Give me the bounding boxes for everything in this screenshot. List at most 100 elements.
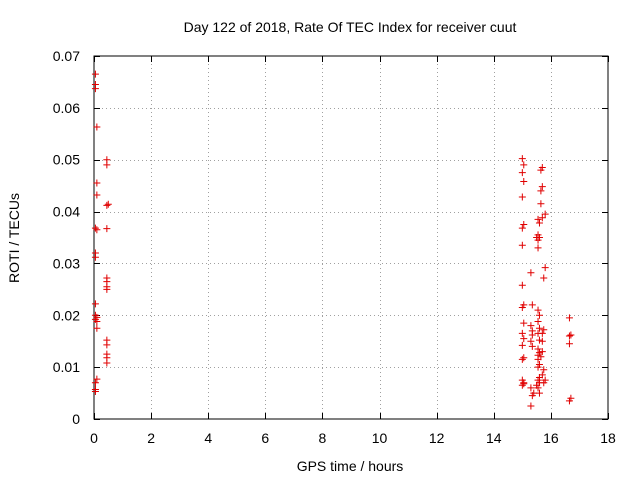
data-point: [93, 179, 101, 187]
data-point: [518, 169, 526, 177]
data-point: [537, 200, 545, 208]
data-point: [534, 363, 542, 371]
y-tick-label: 0.02: [53, 307, 80, 323]
data-point: [565, 340, 573, 348]
data-point: [518, 381, 526, 389]
data-point: [540, 379, 548, 387]
data-point: [528, 392, 536, 400]
x-tick-label: 18: [600, 430, 616, 446]
data-point: [518, 355, 526, 363]
data-point: [93, 123, 101, 131]
y-tick-label: 0.05: [53, 152, 80, 168]
data-point: [91, 70, 99, 78]
data-point: [534, 345, 542, 353]
data-point: [91, 224, 99, 232]
data-point: [540, 366, 548, 374]
data-point: [518, 241, 526, 249]
x-tick-label: 2: [147, 430, 155, 446]
data-point: [91, 300, 99, 308]
data-point: [535, 219, 543, 227]
y-tick-label: 0.01: [53, 359, 80, 375]
data-point: [534, 318, 542, 326]
data-point: [541, 264, 549, 272]
axis-ticks: 0 2 4 6 8 10 12 14 16 18 0 0.01 0.02 0.03 0.04 0.05 0.06…: [53, 48, 616, 446]
data-point: [93, 226, 101, 234]
data-point: [527, 384, 535, 392]
x-tick-label: 6: [261, 430, 269, 446]
x-tick-label: 0: [90, 430, 98, 446]
x-tick-label: 12: [429, 430, 445, 446]
y-tick-label: 0.03: [53, 255, 80, 271]
data-point: [93, 318, 101, 326]
data-points: [91, 70, 575, 410]
data-point: [527, 337, 535, 345]
data-point: [534, 215, 542, 223]
data-point: [93, 324, 101, 332]
data-point: [103, 359, 111, 367]
data-point: [528, 301, 536, 309]
data-point: [565, 397, 573, 405]
data-point: [518, 304, 526, 312]
data-point: [518, 224, 526, 232]
data-point: [520, 161, 528, 169]
data-point: [103, 285, 111, 293]
data-point: [520, 177, 528, 185]
data-point: [527, 402, 535, 410]
data-point: [540, 274, 548, 282]
data-point: [103, 201, 111, 209]
data-point: [537, 187, 545, 195]
y-tick-label: 0.06: [53, 100, 80, 116]
data-point: [537, 166, 545, 174]
data-point: [104, 200, 112, 208]
data-point: [91, 253, 99, 261]
data-point: [534, 244, 542, 252]
plot-frame: [93, 55, 609, 420]
data-point: [518, 341, 526, 349]
data-point: [541, 210, 549, 218]
data-point: [527, 322, 535, 330]
data-point: [538, 337, 546, 345]
data-point: [91, 379, 99, 387]
data-point: [520, 335, 528, 343]
data-point: [535, 324, 543, 332]
x-tick-label: 14: [486, 430, 502, 446]
data-point: [538, 348, 546, 356]
data-point: [520, 354, 528, 362]
x-tick-label: 10: [372, 430, 388, 446]
data-point: [520, 221, 528, 229]
data-point: [518, 329, 526, 337]
data-point: [518, 281, 526, 289]
data-point: [534, 306, 542, 314]
data-point: [535, 336, 543, 344]
data-point: [93, 191, 101, 199]
data-point: [93, 375, 101, 383]
data-point: [534, 355, 542, 363]
x-tick-label: 8: [319, 430, 327, 446]
data-point: [91, 388, 99, 396]
data-point: [535, 311, 543, 319]
data-point: [538, 214, 546, 222]
data-point: [527, 269, 535, 277]
x-axis-label: GPS time / hours: [297, 458, 404, 474]
grid-lines: [94, 56, 608, 419]
data-point: [520, 380, 528, 388]
data-point: [518, 155, 526, 163]
data-point: [535, 234, 543, 241]
data-point: [538, 329, 546, 337]
data-point: [535, 389, 543, 397]
y-axis-label: ROTI / TECUs: [6, 193, 22, 283]
data-point: [518, 193, 526, 201]
data-point: [565, 332, 573, 340]
data-point: [528, 342, 536, 350]
data-point: [534, 384, 542, 392]
data-point: [520, 319, 528, 327]
data-point: [540, 326, 548, 334]
data-point: [91, 85, 99, 93]
data-point: [538, 371, 546, 379]
y-tick-label: 0: [72, 411, 80, 427]
y-tick-label: 0.04: [53, 204, 80, 220]
x-tick-label: 16: [543, 430, 559, 446]
data-point: [538, 183, 546, 191]
data-point: [567, 331, 575, 339]
